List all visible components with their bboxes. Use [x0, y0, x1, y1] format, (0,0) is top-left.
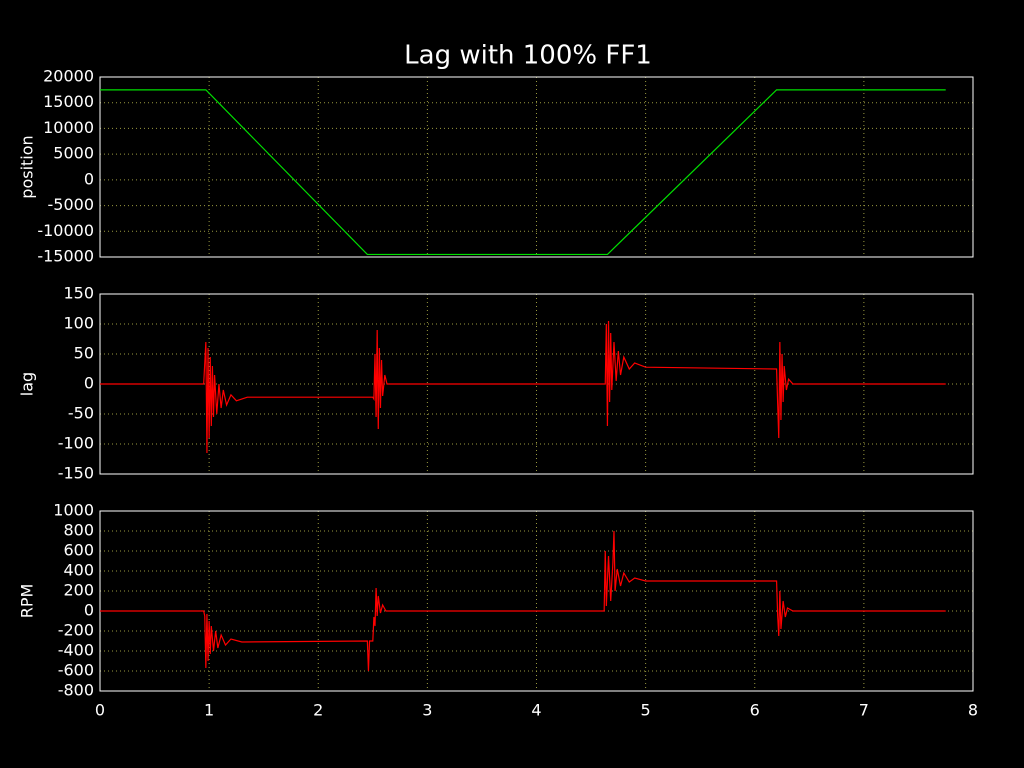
y-tick-label: 10000 [43, 118, 94, 137]
line [100, 530, 946, 672]
x-tick-label: 8 [968, 701, 978, 720]
line [100, 89, 946, 256]
y-tick-label: 100 [63, 314, 94, 333]
line [100, 320, 946, 454]
y-tick-label: 15000 [43, 92, 94, 111]
y-tick-label: 5000 [53, 144, 94, 163]
y-tick-label: 0 [84, 169, 94, 188]
y-tick-label: -200 [58, 621, 94, 640]
y-axis-label: lag [18, 372, 37, 396]
y-tick-label: -800 [58, 681, 94, 700]
y-tick-label: 0 [84, 374, 94, 393]
x-tick-label: 3 [422, 701, 432, 720]
x-tick-label: 4 [531, 701, 541, 720]
y-tick-label: -5000 [48, 195, 95, 214]
y-tick-label: -600 [58, 661, 94, 680]
x-tick-label: 2 [313, 701, 323, 720]
y-axis-label: RPM [18, 584, 37, 619]
y-tick-label: 150 [63, 284, 94, 303]
y-tick-label: -10000 [37, 221, 94, 240]
y-tick-label: 1000 [53, 501, 94, 520]
y-tick-label: 50 [74, 344, 94, 363]
x-tick-label: 1 [204, 701, 214, 720]
y-tick-label: 20000 [43, 67, 94, 86]
x-tick-label: 7 [859, 701, 869, 720]
x-tick-label: 6 [750, 701, 760, 720]
plot-frame [99, 76, 974, 258]
chart-title: Lag with 100% FF1 [404, 41, 652, 71]
y-tick-label: -50 [68, 404, 94, 423]
y-tick-label: -400 [58, 641, 94, 660]
plot-frame [99, 510, 974, 692]
x-tick-label: 5 [641, 701, 651, 720]
y-tick-label: 0 [84, 601, 94, 620]
y-tick-label: -15000 [37, 247, 94, 266]
y-tick-label: 400 [63, 561, 94, 580]
y-axis-label: position [18, 135, 37, 198]
x-tick-label: 0 [95, 701, 105, 720]
y-tick-label: -150 [58, 464, 94, 483]
y-tick-label: 200 [63, 581, 94, 600]
y-tick-label: 600 [63, 541, 94, 560]
y-tick-label: -100 [58, 434, 94, 453]
y-tick-label: 800 [63, 521, 94, 540]
